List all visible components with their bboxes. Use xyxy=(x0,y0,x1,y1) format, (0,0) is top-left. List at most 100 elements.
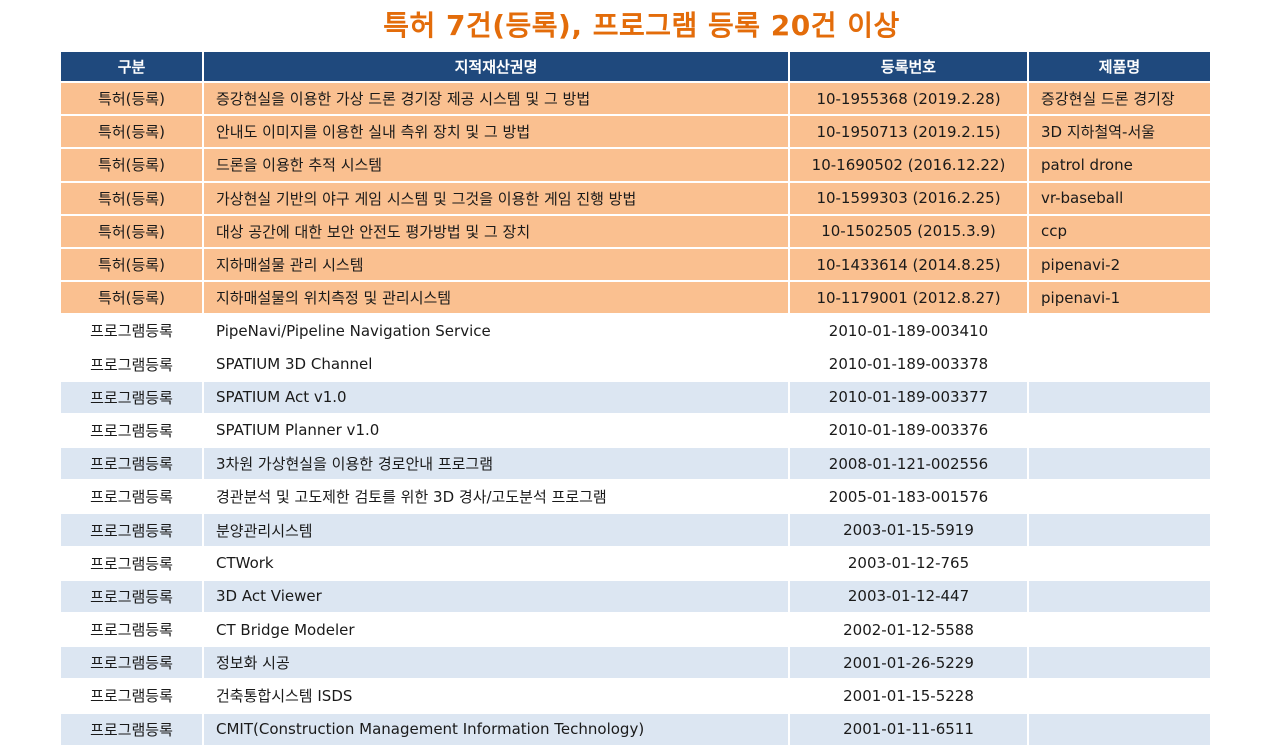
cell-registration-number: 10-1955368 (2019.2.28) xyxy=(790,81,1029,115)
cell-ip-name: 건축통합시스템 ISDS xyxy=(204,678,790,712)
program-row: 프로그램등록 SPATIUM Act v1.0 2010-01-189-003377 xyxy=(61,379,1210,413)
header-category: 구분 xyxy=(61,52,204,81)
cell-category: 특허(등록) xyxy=(61,114,204,148)
cell-product-name: pipenavi-1 xyxy=(1029,280,1210,314)
page-title: 특허 7건(등록), 프로그램 등록 20건 이상 xyxy=(383,9,900,42)
cell-category: 특허(등록) xyxy=(61,213,204,247)
patent-row: 특허(등록) 지하매설물의 위치측정 및 관리시스템 10-1179001 (201… xyxy=(61,280,1210,314)
cell-registration-number: 2010-01-189-003376 xyxy=(790,412,1029,447)
cell-registration-number: 2001-01-15-5228 xyxy=(790,678,1029,712)
program-row: 프로그램등록 정보화 시공 2001-01-26-5229 xyxy=(61,645,1210,679)
program-row: 프로그램등록 3차원 가상현실을 이용한 경로안내 프로그램 2008-01-121… xyxy=(61,446,1210,480)
cell-registration-number: 2010-01-189-003410 xyxy=(790,313,1029,347)
cell-registration-number: 2005-01-183-001576 xyxy=(790,479,1029,513)
cell-product-name: ccp xyxy=(1029,213,1210,247)
cell-product-name xyxy=(1029,412,1210,447)
cell-registration-number: 2010-01-189-003377 xyxy=(790,379,1029,413)
patent-row: 특허(등록) 가상현실 기반의 야구 게임 시스템 및 그것을 이용한 게임 진행… xyxy=(61,180,1210,214)
cell-product-name: 3D 지하철역-서울 xyxy=(1029,114,1210,148)
cell-category: 프로그램등록 xyxy=(61,612,204,646)
cell-registration-number: 10-1502505 (2015.3.9) xyxy=(790,213,1029,247)
cell-category: 프로그램등록 xyxy=(61,346,204,380)
cell-category: 프로그램등록 xyxy=(61,412,204,447)
cell-registration-number: 2008-01-121-002556 xyxy=(790,446,1029,480)
cell-category: 프로그램등록 xyxy=(61,645,204,679)
cell-category: 프로그램등록 xyxy=(61,313,204,347)
cell-ip-name: 증강현실을 이용한 가상 드론 경기장 제공 시스템 및 그 방법 xyxy=(204,81,790,115)
cell-category: 프로그램등록 xyxy=(61,379,204,413)
cell-ip-name: 드론을 이용한 추적 시스템 xyxy=(204,147,790,181)
cell-registration-number: 2001-01-26-5229 xyxy=(790,645,1029,679)
cell-ip-name: CT Bridge Modeler xyxy=(204,612,790,646)
cell-ip-name: 정보화 시공 xyxy=(204,645,790,679)
cell-product-name xyxy=(1029,578,1210,612)
cell-product-name xyxy=(1029,645,1210,679)
cell-registration-number: 2010-01-189-003378 xyxy=(790,346,1029,380)
cell-ip-name: PipeNavi/Pipeline Navigation Service xyxy=(204,313,790,347)
cell-product-name xyxy=(1029,545,1210,579)
patent-row: 특허(등록) 드론을 이용한 추적 시스템 10-1690502 (2016.12.… xyxy=(61,147,1210,181)
cell-product-name xyxy=(1029,479,1210,513)
cell-registration-number: 2001-01-11-6511 xyxy=(790,711,1029,745)
cell-ip-name: 가상현실 기반의 야구 게임 시스템 및 그것을 이용한 게임 진행 방법 xyxy=(204,180,790,214)
cell-ip-name: CTWork xyxy=(204,545,790,579)
cell-ip-name: SPATIUM 3D Channel xyxy=(204,346,790,380)
cell-product-name xyxy=(1029,446,1210,480)
program-row: 프로그램등록 SPATIUM 3D Channel 2010-01-189-0033… xyxy=(61,346,1210,380)
cell-product-name: vr-baseball xyxy=(1029,180,1210,214)
program-row: 프로그램등록 분양관리시스템 2003-01-15-5919 xyxy=(61,512,1210,546)
cell-product-name xyxy=(1029,678,1210,712)
cell-ip-name: SPATIUM Act v1.0 xyxy=(204,379,790,413)
cell-product-name: 증강현실 드론 경기장 xyxy=(1029,81,1210,115)
program-row: 프로그램등록 SPATIUM Planner v1.0 2010-01-189-00… xyxy=(61,412,1210,447)
cell-product-name: patrol drone xyxy=(1029,147,1210,181)
cell-product-name: pipenavi-2 xyxy=(1029,246,1210,281)
cell-ip-name: SPATIUM Planner v1.0 xyxy=(204,412,790,447)
cell-category: 프로그램등록 xyxy=(61,512,204,546)
program-row: 프로그램등록 CTWork 2003-01-12-765 xyxy=(61,545,1210,579)
patent-row: 특허(등록) 안내도 이미지를 이용한 실내 측위 장치 및 그 방법 10-195… xyxy=(61,114,1210,148)
cell-registration-number: 2003-01-15-5919 xyxy=(790,512,1029,546)
cell-category: 프로그램등록 xyxy=(61,578,204,612)
cell-category: 특허(등록) xyxy=(61,147,204,181)
cell-ip-name: 지하매설물 관리 시스템 xyxy=(204,246,790,281)
cell-category: 프로그램등록 xyxy=(61,479,204,513)
cell-registration-number: 2002-01-12-5588 xyxy=(790,612,1029,646)
cell-category: 프로그램등록 xyxy=(61,678,204,712)
program-row: 프로그램등록 CMIT(Construction Management Infor… xyxy=(61,711,1210,745)
cell-ip-name: 안내도 이미지를 이용한 실내 측위 장치 및 그 방법 xyxy=(204,114,790,148)
cell-registration-number: 2003-01-12-447 xyxy=(790,578,1029,612)
header-product-name: 제품명 xyxy=(1029,52,1210,81)
cell-ip-name: 대상 공간에 대한 보안 안전도 평가방법 및 그 장치 xyxy=(204,213,790,247)
cell-product-name xyxy=(1029,512,1210,546)
program-row: 프로그램등록 건축통합시스템 ISDS 2001-01-15-5228 xyxy=(61,678,1210,712)
table-header-row: 구분 지적재산권명 등록번호 제품명 xyxy=(61,52,1210,81)
cell-category: 프로그램등록 xyxy=(61,711,204,745)
header-registration-number: 등록번호 xyxy=(790,52,1029,81)
cell-registration-number: 2003-01-12-765 xyxy=(790,545,1029,579)
cell-category: 프로그램등록 xyxy=(61,545,204,579)
cell-product-name xyxy=(1029,379,1210,413)
cell-category: 특허(등록) xyxy=(61,81,204,115)
cell-product-name xyxy=(1029,346,1210,380)
cell-registration-number: 10-1599303 (2016.2.25) xyxy=(790,180,1029,214)
program-row: 프로그램등록 경관분석 및 고도제한 검토를 위한 3D 경사/고도분석 프로그램… xyxy=(61,479,1210,513)
patent-row: 특허(등록) 지하매설물 관리 시스템 10-1433614 (2014.8.25)… xyxy=(61,246,1210,281)
cell-category: 특허(등록) xyxy=(61,280,204,314)
cell-registration-number: 10-1950713 (2019.2.15) xyxy=(790,114,1029,148)
cell-category: 특허(등록) xyxy=(61,180,204,214)
ip-table: 구분 지적재산권명 등록번호 제품명 특허(등록) 증강현실을 이용한 가상 드론… xyxy=(61,52,1210,745)
cell-ip-name: 지하매설물의 위치측정 및 관리시스템 xyxy=(204,280,790,314)
cell-product-name xyxy=(1029,612,1210,646)
program-row: 프로그램등록 3D Act Viewer 2003-01-12-447 xyxy=(61,578,1210,612)
program-row: 프로그램등록 CT Bridge Modeler 2002-01-12-5588 xyxy=(61,612,1210,646)
cell-product-name xyxy=(1029,711,1210,745)
cell-category: 프로그램등록 xyxy=(61,446,204,480)
cell-ip-name: 3차원 가상현실을 이용한 경로안내 프로그램 xyxy=(204,446,790,480)
patent-row: 특허(등록) 대상 공간에 대한 보안 안전도 평가방법 및 그 장치 10-150… xyxy=(61,213,1210,247)
cell-ip-name: CMIT(Construction Management Information… xyxy=(204,711,790,745)
cell-product-name xyxy=(1029,313,1210,347)
cell-registration-number: 10-1690502 (2016.12.22) xyxy=(790,147,1029,181)
cell-category: 특허(등록) xyxy=(61,246,204,281)
header-ip-name: 지적재산권명 xyxy=(204,52,790,81)
